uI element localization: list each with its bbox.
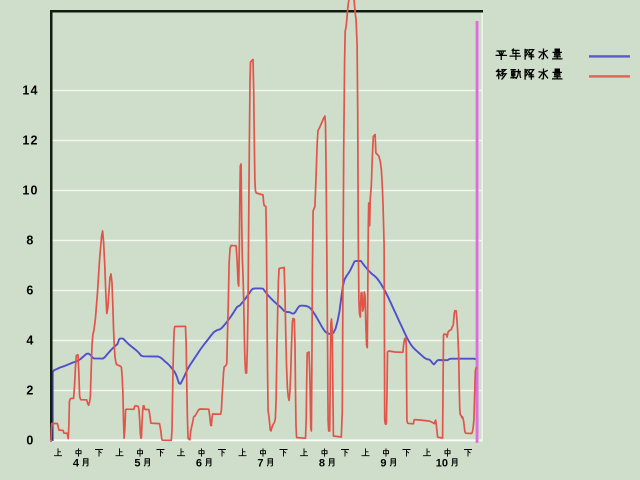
svg-text:2: 2 [26, 384, 34, 398]
svg-text:7: 7 [257, 457, 263, 469]
svg-text:4: 4 [73, 457, 80, 469]
svg-text:12: 12 [22, 134, 38, 148]
svg-text:8: 8 [319, 457, 325, 469]
svg-text:8: 8 [26, 234, 34, 248]
svg-text:0: 0 [26, 434, 34, 448]
svg-text:10: 10 [436, 457, 448, 469]
svg-text:6: 6 [196, 457, 202, 469]
svg-text:4: 4 [26, 334, 34, 348]
svg-text:9: 9 [380, 457, 386, 469]
svg-text:10: 10 [22, 184, 38, 198]
svg-text:5: 5 [134, 457, 140, 469]
svg-text:6: 6 [26, 284, 34, 298]
svg-text:14: 14 [22, 84, 38, 98]
